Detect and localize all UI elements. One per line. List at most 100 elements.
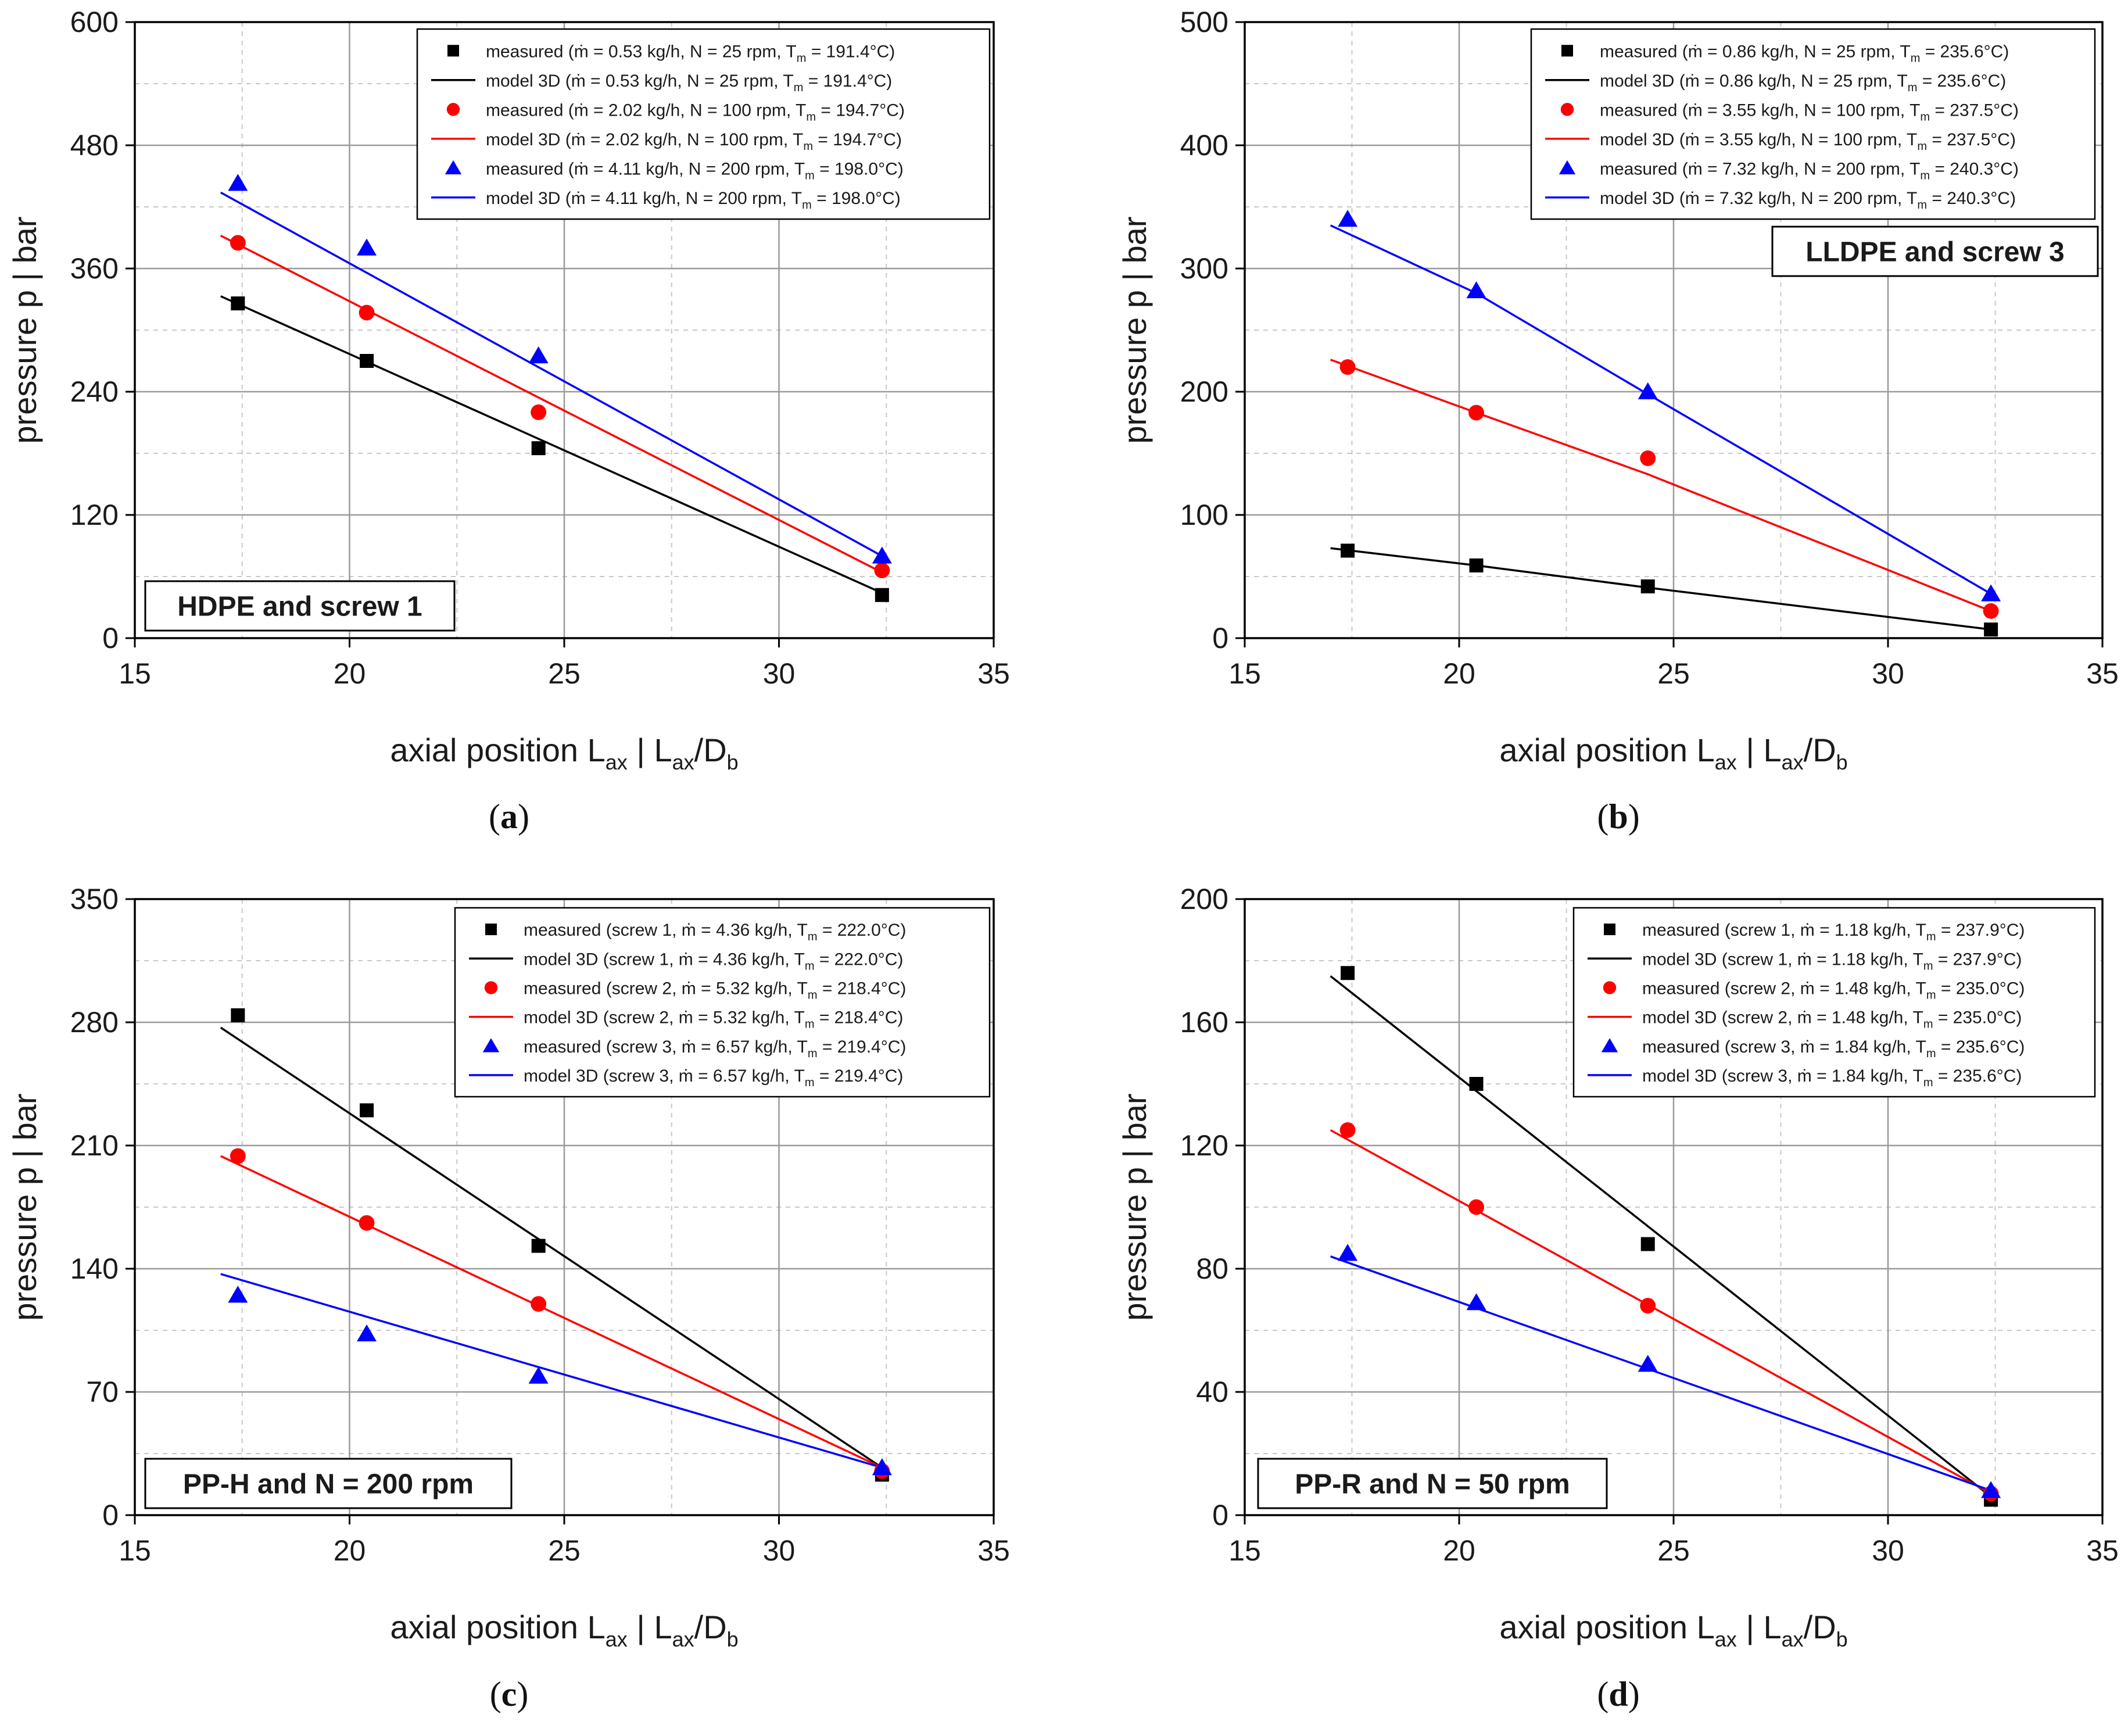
data-point (1469, 558, 1484, 572)
data-point (1338, 210, 1358, 227)
x-tick-label: 30 (1872, 657, 1904, 690)
data-point (1640, 1298, 1656, 1314)
data-point (1640, 579, 1655, 593)
y-tick-label: 70 (86, 1376, 119, 1408)
x-axis-title-sub: ax (672, 750, 694, 774)
legend-entry: model 3D (ṁ = 0.86 kg/h, N = 25 rpm, Tm … (1600, 71, 2006, 94)
x-axis-title-sub: ax (1715, 1627, 1737, 1651)
legend-entry-sub: m (808, 1047, 818, 1060)
legend-entry-tail: = 191.4°C) (806, 42, 895, 61)
legend-entry-tail: = 219.4°C) (818, 1037, 907, 1057)
x-axis-title: axial position Lax | Lax/Db (1499, 732, 1847, 774)
legend-entry-sub: m (1917, 199, 1927, 212)
data-point (1341, 966, 1355, 980)
data-point (230, 235, 246, 251)
legend-entry-tail: = 237.5°C) (1927, 130, 2016, 149)
data-point (1638, 382, 1658, 399)
legend-entry: measured (screw 1, ṁ = 4.36 kg/h, Tm = 2… (524, 921, 906, 943)
legend-entry: model 3D (screw 3, ṁ = 1.84 kg/h, Tm = 2… (1642, 1066, 2022, 1089)
legend-entry-tail: = 235.6°C) (1920, 42, 2009, 61)
legend-entry-sub: m (1917, 140, 1927, 153)
data-point (1341, 543, 1355, 558)
x-axis-title-slash: /D (694, 1609, 727, 1645)
data-point (528, 1366, 549, 1384)
legend-marker-key (446, 103, 460, 116)
x-axis-title-sub: ax (672, 1627, 694, 1651)
x-axis-title: axial position Lax | Lax/Db (390, 1609, 738, 1651)
model-line (1330, 359, 1991, 612)
y-axis-title: pressure p | bar (1116, 1093, 1153, 1320)
legend-entry: measured (screw 2, ṁ = 1.48 kg/h, Tm = 2… (1642, 979, 2025, 1001)
legend-entry-text: measured (ṁ = 3.55 kg/h, N = 100 rpm, T (1600, 101, 1920, 120)
y-tick-label: 350 (70, 883, 119, 915)
legend-entry-tail: = 222.0°C) (818, 921, 907, 940)
x-axis-title-main: axial position L (1499, 732, 1714, 768)
legend-marker-key (1603, 981, 1617, 994)
legend-marker-key (447, 45, 459, 57)
x-tick-label: 25 (1657, 1534, 1690, 1567)
panel-label-letter: b (1608, 797, 1628, 836)
legend-marker-key (482, 1038, 500, 1053)
x-tick-label: 30 (763, 1534, 796, 1567)
data-point (531, 404, 547, 420)
y-tick-label: 0 (102, 622, 119, 654)
x-tick-label: 20 (334, 1534, 366, 1567)
x-axis-title-frac: L (654, 732, 672, 768)
x-axis-title-sub: ax (1782, 1627, 1804, 1651)
data-point (228, 174, 248, 191)
legend-entry-text: model 3D (ṁ = 0.53 kg/h, N = 25 rpm, T (486, 71, 794, 91)
x-axis-title-slash: /D (694, 732, 727, 768)
legend-marker-key (445, 160, 462, 175)
annotation-box (144, 1458, 513, 1509)
x-axis-title-sep: | (628, 732, 654, 768)
y-tick-label: 600 (70, 6, 119, 38)
y-axis-title: pressure p | bar (6, 1093, 43, 1320)
panel-label: (a) (489, 797, 529, 836)
y-tick-label: 480 (70, 129, 119, 162)
y-tick-label: 210 (70, 1129, 119, 1162)
panel-label-letter: d (1608, 1675, 1628, 1713)
x-axis-title-sep: | (1737, 1609, 1764, 1645)
y-tick-label: 200 (1180, 375, 1228, 408)
x-tick-label: 35 (977, 1534, 1010, 1567)
data-point (1640, 450, 1656, 466)
data-point (1981, 1481, 2001, 1498)
y-tick-label: 500 (1180, 6, 1228, 38)
legend-entry-text: model 3D (ṁ = 4.11 kg/h, N = 200 rpm, T (486, 189, 802, 208)
panel-label-paren: ( (490, 1675, 501, 1713)
legend-box (1572, 907, 2096, 1098)
x-tick-label: 15 (119, 1534, 151, 1567)
panel-label-paren: ) (518, 797, 529, 836)
legend-entry-text: measured (ṁ = 2.02 kg/h, N = 100 rpm, T (486, 101, 806, 120)
legend-entry-text: model 3D (screw 3, ṁ = 1.84 kg/h, T (1642, 1066, 1923, 1086)
x-axis-title-sub: b (727, 1627, 739, 1651)
legend-entry-text: measured (ṁ = 4.11 kg/h, N = 200 rpm, T (486, 159, 805, 178)
legend-entry-sub: m (1926, 930, 1936, 943)
data-point (1466, 1293, 1486, 1311)
y-tick-label: 160 (1180, 1006, 1228, 1039)
data-point (1338, 1244, 1358, 1261)
data-point (1339, 1122, 1356, 1138)
model-line (220, 1026, 883, 1469)
panel-label-paren: ) (1628, 797, 1640, 836)
x-tick-label: 15 (119, 657, 151, 690)
panel-label-paren: ) (517, 1675, 528, 1713)
y-tick-label: 240 (70, 375, 119, 408)
legend-entry-text: measured (screw 2, ṁ = 5.32 kg/h, T (524, 979, 808, 998)
chart-panel-d: 15 20 25 30 35 0 40 80 120 160 200 axial position L… (1116, 883, 2119, 1713)
legend-entry-sub: m (805, 1018, 815, 1031)
legend-entry-text: model 3D (screw 2, ṁ = 5.32 kg/h, T (524, 1008, 805, 1028)
data-point (1466, 281, 1486, 299)
x-tick-label: 20 (1443, 657, 1475, 690)
data-point (874, 562, 890, 578)
annotation-box (144, 580, 456, 632)
y-tick-label: 0 (102, 1499, 119, 1531)
legend-entry: measured (ṁ = 3.55 kg/h, N = 100 rpm, Tm… (1600, 101, 2019, 123)
legend: measured (screw 1, ṁ = 1.18 kg/h, Tm = 2… (1572, 907, 2096, 1098)
panel-label-paren: ( (489, 797, 500, 836)
annotation-label: LLDPE and screw 3 (1805, 237, 2064, 268)
legend-entry-sub: m (806, 110, 816, 123)
legend-entry: measured (ṁ = 2.02 kg/h, N = 100 rpm, Tm… (486, 101, 905, 123)
